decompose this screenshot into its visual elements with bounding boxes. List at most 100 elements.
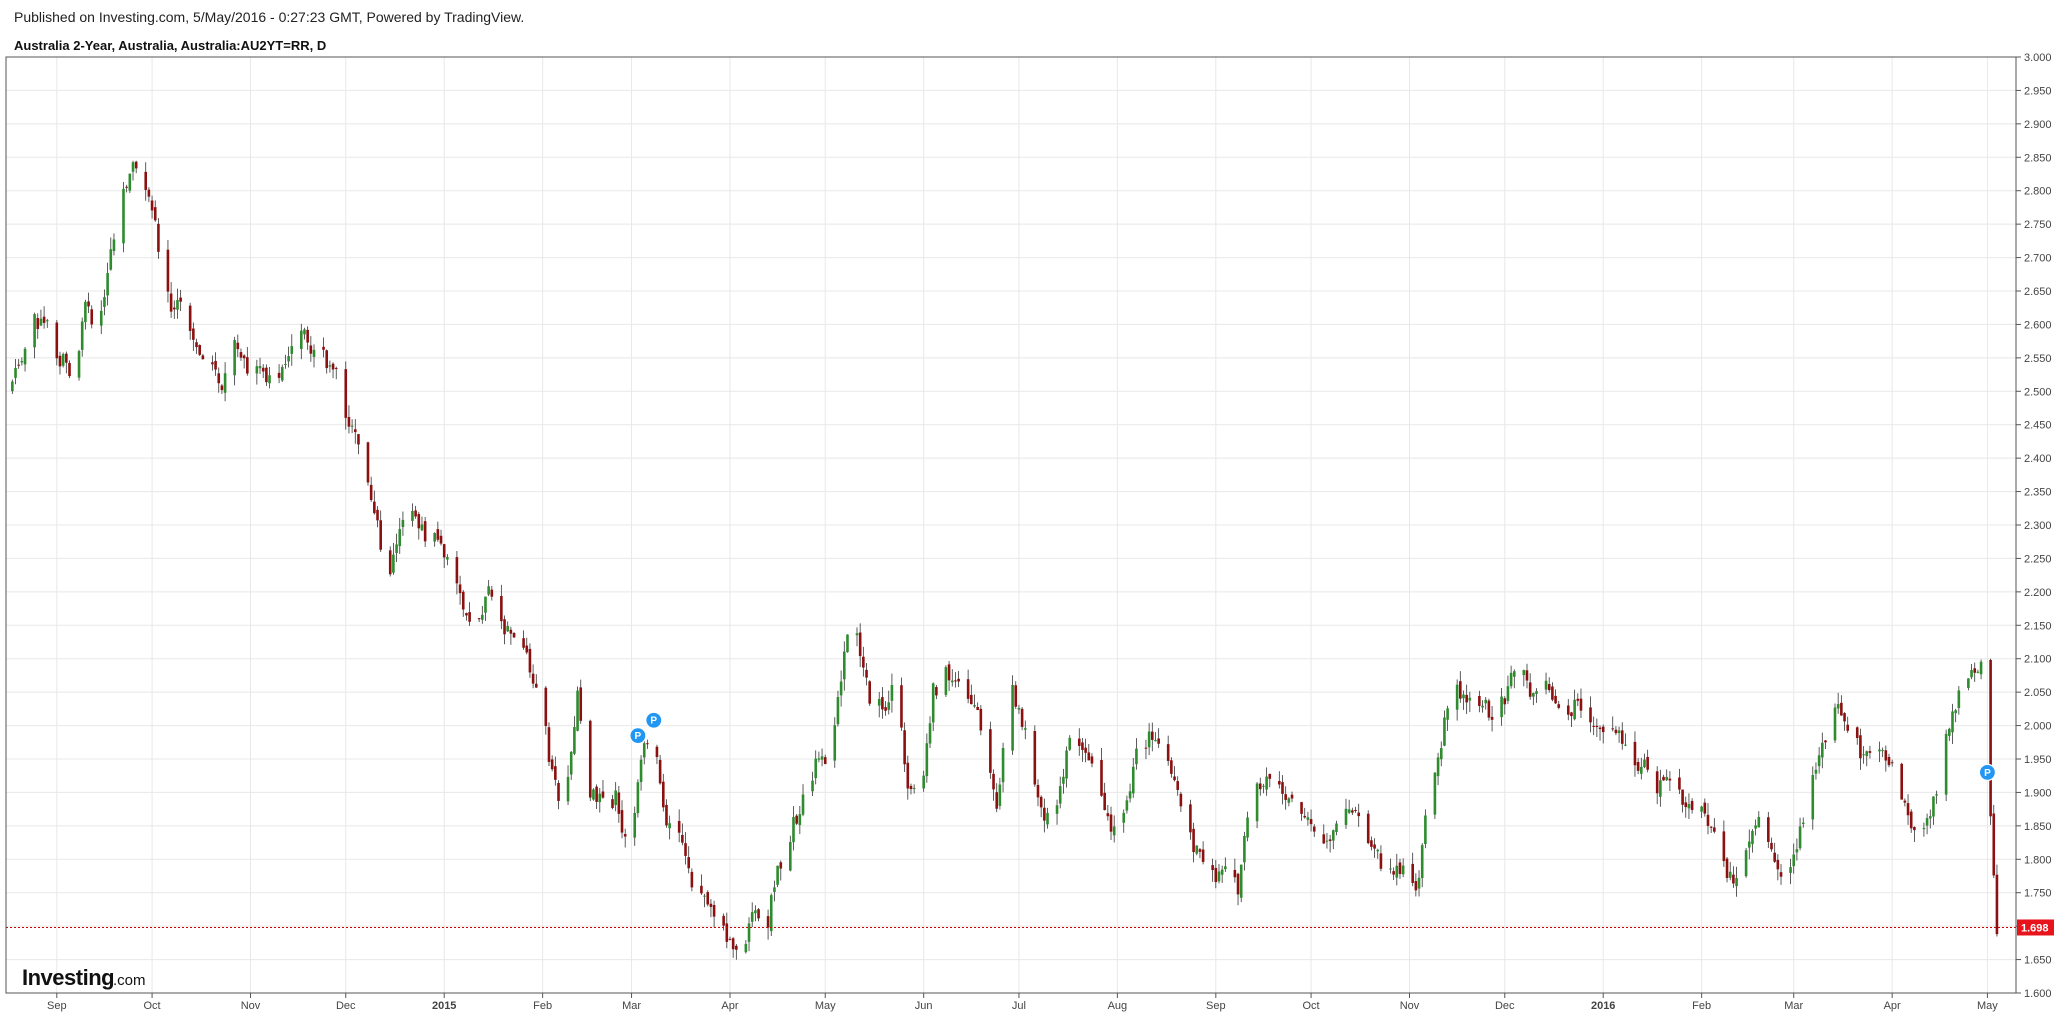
marker-circle: [629, 726, 647, 745]
candle: [725, 912, 729, 949]
candle: [620, 800, 624, 839]
y-tick-label: 2.100: [2024, 654, 2052, 666]
candle: [331, 362, 335, 379]
candle: [77, 349, 81, 381]
candle: [1077, 728, 1081, 756]
candle: [284, 354, 287, 369]
candle: [325, 349, 329, 374]
candle: [1706, 803, 1710, 835]
candle: [350, 419, 354, 434]
candle: [601, 780, 605, 799]
candle: [420, 516, 424, 532]
candle: [528, 643, 532, 678]
candle: [1011, 675, 1014, 755]
candle: [55, 320, 59, 366]
candle: [1309, 809, 1313, 832]
candle: [865, 663, 868, 686]
candle: [1725, 857, 1729, 883]
chart-grid: [6, 56, 2016, 994]
candle: [1179, 791, 1183, 812]
candle: [623, 828, 627, 848]
candle: [20, 357, 24, 366]
candle: [1176, 776, 1180, 796]
candle: [1420, 843, 1424, 888]
candle: [211, 355, 214, 371]
candle: [1690, 798, 1694, 814]
candle: [547, 722, 551, 766]
x-tick-label: Mar: [1784, 1000, 1803, 1012]
candle: [265, 364, 268, 386]
y-tick-label: 1.600: [2024, 988, 2052, 1000]
y-tick-label: 1.750: [2024, 888, 2052, 900]
candle: [661, 773, 665, 812]
candle: [522, 630, 525, 650]
y-tick-label: 2.300: [2024, 520, 2052, 532]
candle: [779, 860, 783, 881]
candle: [1303, 807, 1307, 819]
candle: [858, 623, 862, 668]
candle: [1846, 716, 1850, 733]
candle: [1258, 777, 1262, 796]
candle: [1925, 813, 1929, 835]
candle: [306, 326, 309, 350]
candle: [446, 554, 449, 566]
candle: [1046, 807, 1049, 829]
candle: [690, 868, 694, 892]
event-marker[interactable]: P: [1978, 763, 1997, 781]
x-tick-label: Feb: [1692, 1000, 1711, 1012]
candle: [1151, 722, 1154, 752]
candle: [188, 302, 192, 340]
candle: [1662, 774, 1665, 781]
candle: [179, 289, 182, 312]
candle: [617, 786, 621, 823]
candle: [134, 160, 138, 174]
candle: [169, 282, 173, 318]
candle: [1821, 732, 1824, 769]
candle: [1678, 768, 1681, 795]
candle: [712, 900, 716, 928]
candle: [1290, 791, 1294, 803]
candle: [1713, 818, 1716, 834]
candle: [931, 682, 935, 731]
candle: [1392, 867, 1395, 881]
candle: [1217, 864, 1221, 884]
candle: [1351, 807, 1354, 815]
x-tick-label: Oct: [144, 1000, 161, 1012]
y-tick-label: 1.900: [2024, 787, 2052, 799]
candle: [1722, 820, 1726, 867]
candle: [925, 733, 929, 783]
candle: [1043, 798, 1046, 833]
candle: [966, 669, 970, 704]
candle: [172, 300, 176, 319]
candle: [1595, 718, 1599, 738]
candle: [1770, 837, 1773, 852]
candle: [1573, 689, 1576, 721]
candle: [836, 690, 840, 727]
candle: [700, 874, 703, 895]
candle: [1528, 673, 1532, 700]
candle: [39, 309, 43, 327]
candle: [506, 621, 510, 632]
candle: [344, 361, 348, 430]
candle: [1681, 789, 1684, 813]
x-tick-label: Aug: [1108, 1000, 1128, 1012]
candle: [801, 784, 805, 817]
candle: [150, 195, 154, 219]
event-marker[interactable]: P: [645, 711, 663, 729]
candle: [379, 510, 382, 552]
candle: [747, 917, 751, 952]
candle: [1906, 794, 1910, 825]
candle: [242, 354, 246, 369]
candle: [1665, 769, 1669, 781]
candle: [198, 344, 201, 357]
candle: [1036, 779, 1040, 807]
candle: [509, 626, 513, 645]
candle: [1744, 848, 1748, 878]
candle: [1128, 783, 1132, 803]
candle: [1357, 803, 1361, 827]
candle: [1112, 815, 1116, 843]
candle: [1125, 795, 1129, 814]
event-marker[interactable]: P: [629, 726, 647, 745]
candle: [353, 419, 357, 444]
